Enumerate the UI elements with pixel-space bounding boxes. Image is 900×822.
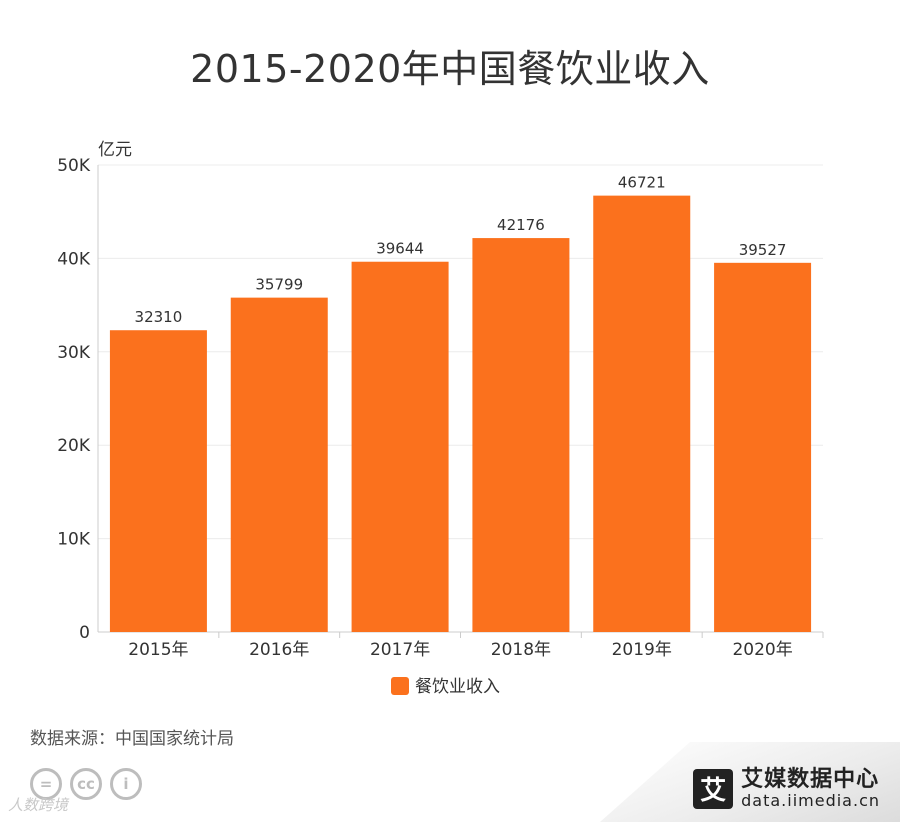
data-label: 46721	[618, 174, 666, 192]
bar	[351, 261, 449, 632]
data-label: 35799	[255, 276, 303, 294]
cc-nd-icon: =	[30, 768, 62, 800]
brand: 艾 艾媒数据中心 data.iimedia.cn	[693, 767, 880, 811]
data-label: 39644	[376, 240, 424, 258]
legend-label: 餐饮业收入	[415, 677, 500, 697]
cc-by-icon: i	[110, 768, 142, 800]
data-label: 39527	[739, 241, 787, 259]
license-icons: = cc i	[30, 768, 142, 800]
x-tick-label: 2019年	[612, 640, 672, 660]
x-tick-label: 2016年	[249, 640, 309, 660]
brand-logo-icon: 艾	[693, 768, 734, 809]
brand-name: 艾媒数据中心	[741, 767, 880, 792]
bar	[472, 238, 570, 632]
cc-icon: cc	[70, 768, 102, 800]
y-tick-label: 20K	[57, 436, 91, 456]
bar-chart: 0 10K 20K 30K 40K 50K 亿元 32310 2015年 35799 2016年 39…	[57, 140, 824, 697]
data-label: 32310	[135, 308, 183, 326]
bar	[714, 262, 812, 632]
y-tick-label: 30K	[57, 343, 91, 363]
y-axis-label: 亿元	[98, 140, 132, 160]
x-tick-label: 2018年	[491, 640, 551, 660]
brand-url: data.iimedia.cn	[741, 791, 880, 811]
y-tick-label: 40K	[57, 249, 91, 269]
bar	[109, 330, 207, 632]
y-tick-label: 50K	[57, 156, 91, 176]
data-label: 42176	[497, 216, 545, 234]
bar	[230, 297, 328, 632]
y-tick-label: 10K	[57, 530, 91, 550]
bar	[593, 195, 691, 632]
legend-swatch	[391, 677, 409, 695]
x-tick-label: 2020年	[732, 640, 792, 660]
watermark: 人数跨境	[8, 796, 69, 814]
chart-title: 2015-2020年中国餐饮业收入	[190, 47, 710, 91]
y-tick-label: 0	[79, 623, 90, 643]
x-tick-label: 2017年	[370, 640, 430, 660]
x-tick-label: 2015年	[128, 640, 188, 660]
data-source: 数据来源：中国国家统计局	[30, 729, 234, 749]
